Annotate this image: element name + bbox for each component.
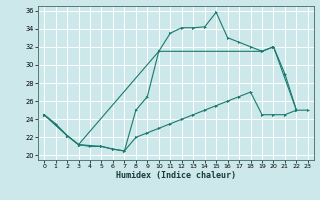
X-axis label: Humidex (Indice chaleur): Humidex (Indice chaleur)	[116, 171, 236, 180]
